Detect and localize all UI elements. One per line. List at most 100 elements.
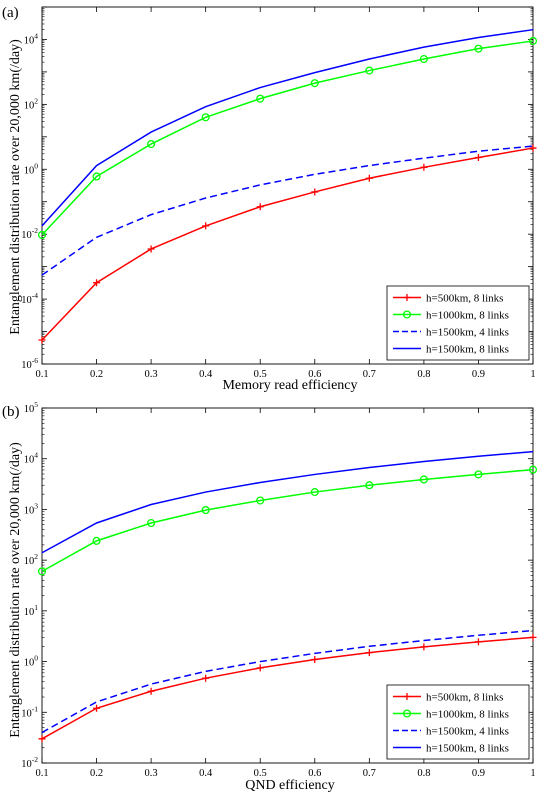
panel-b-data-point — [365, 481, 374, 490]
panel-a-legend-label: h=500km, 8 links — [426, 293, 503, 305]
panel-b-data-point — [147, 687, 155, 695]
panel-b-legend-marker — [402, 709, 412, 718]
panel-b-y-tick-label: 103 — [24, 501, 39, 516]
panel-a-data-point — [474, 44, 483, 53]
panel-a-legend-label: h=1000km, 8 links — [426, 310, 509, 322]
panel-b-plot: 0.1 0.2 0.3 0.4 0.5 0.6 0.7 0.8 0.9 1 10-2 10-1 100 1… — [21, 400, 538, 779]
panel-a-data-point — [419, 54, 428, 64]
panel-b-x-tick-label: 0.8 — [417, 768, 430, 779]
panel-b-data-point — [202, 674, 210, 682]
panel-a-data-point — [147, 139, 156, 149]
panel-b-y-tick-label: 101 — [24, 603, 39, 618]
panel-a-legend-box — [386, 285, 530, 361]
panel-a-data-point — [37, 230, 47, 239]
panel-b-y-tick-label: 102 — [24, 552, 39, 567]
panel-b-data-point — [201, 506, 210, 515]
panel-a-y-tick-label: 10-2 — [21, 226, 38, 241]
panel-a-x-tick-label: 0.1 — [35, 369, 48, 380]
panel-b-y-tick-label: 10-2 — [21, 755, 38, 770]
panel-a-data-point — [365, 66, 374, 75]
panel-b-series-line-3 — [41, 450, 534, 554]
panel-a-data-point — [147, 245, 155, 253]
panel-b-data-point — [419, 475, 428, 484]
panel-a-ylabel: Entanglement distribution rate over 20,0… — [8, 39, 23, 335]
panel-b-legend-label: h=1000km, 8 links — [426, 709, 509, 721]
panel-b-data-point — [256, 496, 265, 505]
panel-b-x-tick-label: 0.6 — [308, 768, 321, 779]
panel-a-data-point — [310, 79, 319, 88]
panel-b-data-point — [420, 643, 428, 651]
panel-b-legend-marker — [403, 693, 411, 700]
panel-a-series-line-1 — [41, 40, 534, 236]
panel-a-y-tick-label: 10-4 — [21, 291, 38, 306]
panel-a-label: (a) — [2, 5, 19, 21]
panel-a-x-tick-label: 0.4 — [199, 369, 213, 380]
panel-a-x-tick-label: 0.7 — [363, 369, 376, 380]
panel-b-x-tick-label: 0.2 — [90, 768, 103, 779]
panel-b-series-line-0 — [41, 636, 534, 740]
panel-b-series-line-1 — [41, 468, 534, 573]
panel-b-data-point — [38, 735, 46, 743]
panel-a-x-tick-label: 1 — [530, 369, 535, 380]
panel-a-data-point — [311, 188, 319, 196]
panel-a-legend-label: h=1500km, 8 links — [426, 344, 509, 356]
panel-a-x-tick-label: 0.9 — [472, 369, 485, 380]
panel-b-data-point — [311, 655, 319, 663]
panel-a-data-point — [38, 336, 46, 344]
panel-b-axes-box — [41, 407, 534, 764]
panel-a-y-tick-label: 102 — [24, 96, 39, 111]
panel-a-axes-box — [41, 6, 534, 365]
panel-a-data-point — [93, 279, 101, 287]
panel-a-x-tick-label: 0.3 — [145, 369, 158, 380]
panel-b-data-point — [474, 470, 483, 479]
panel-a-xlabel: Memory read efficiency — [222, 378, 357, 393]
panel-b-x-tick-label: 0.4 — [199, 768, 213, 779]
panel-b-data-point — [92, 536, 101, 545]
panel-b-legend-box — [386, 684, 530, 760]
panel-b-legend-label: h=1500km, 4 links — [426, 726, 509, 738]
panel-a-series-line-2 — [41, 145, 534, 276]
panel-b-data-point — [93, 704, 101, 712]
panel-b-data-point — [37, 567, 47, 576]
panel-b-data-point — [256, 664, 264, 672]
panel-b-data-point — [310, 488, 319, 497]
panel-b-y-tick-label: 104 — [24, 451, 39, 466]
panel-a-data-point — [202, 222, 210, 230]
panel-b-ylabel: Entanglement distribution rate over 20,0… — [8, 442, 23, 738]
panel-a-x-tick-label: 0.8 — [417, 369, 430, 380]
panel-b-data-point — [528, 465, 538, 474]
panel-a-y-tick-label: 10-6 — [21, 356, 38, 371]
panel-b-x-tick-label: 1 — [530, 768, 535, 779]
panel-a-plot: 0.1 0.2 0.3 0.4 0.5 0.6 0.7 0.8 0.9 1 10-6 10-4 10-2… — [21, 6, 538, 380]
panel-b-data-point — [147, 518, 156, 528]
panel-b-y-tick-label: 100 — [24, 654, 39, 669]
panel-a-data-point — [201, 113, 210, 122]
panel-b-x-tick-label: 0.9 — [472, 768, 485, 779]
panel-b-x-tick-label: 0.7 — [363, 768, 376, 779]
panel-b-data-point — [365, 649, 373, 657]
panel-a-data-point — [474, 154, 482, 162]
panel-b-y-tick-label: 105 — [24, 400, 39, 415]
panel-a-data-point — [256, 94, 265, 103]
panel-a-data-point — [92, 172, 101, 181]
panel-b-legend-label: h=1500km, 8 links — [426, 743, 509, 755]
panel-b-x-tick-label: 0.3 — [145, 768, 158, 779]
panel-b-xlabel: QND efficiency — [245, 778, 335, 793]
panel-a-y-tick-label: 100 — [24, 161, 39, 176]
panel-b-x-tick-label: 0.1 — [35, 768, 48, 779]
panel-a-data-point — [365, 174, 373, 182]
panel-a-data-point — [528, 36, 538, 45]
panel-b-legend-label: h=500km, 8 links — [426, 692, 503, 704]
panel-a-x-tick-label: 0.2 — [90, 369, 103, 380]
panel-b-label: (b) — [2, 404, 20, 420]
panel-b-data-point — [529, 633, 537, 641]
panel-a-x-tick-label: 0.6 — [308, 369, 321, 380]
panel-a-data-point — [420, 163, 428, 171]
panel-a-x-tick-label: 0.5 — [254, 369, 267, 380]
panel-b-y-tick-label: 10-1 — [21, 704, 38, 719]
panel-a-series-line-3 — [41, 28, 534, 227]
panel-b-x-tick-label: 0.5 — [254, 768, 267, 779]
panel-a-legend-label: h=1500km, 4 links — [426, 327, 509, 339]
panel-a-y-tick-label: 104 — [24, 31, 39, 46]
